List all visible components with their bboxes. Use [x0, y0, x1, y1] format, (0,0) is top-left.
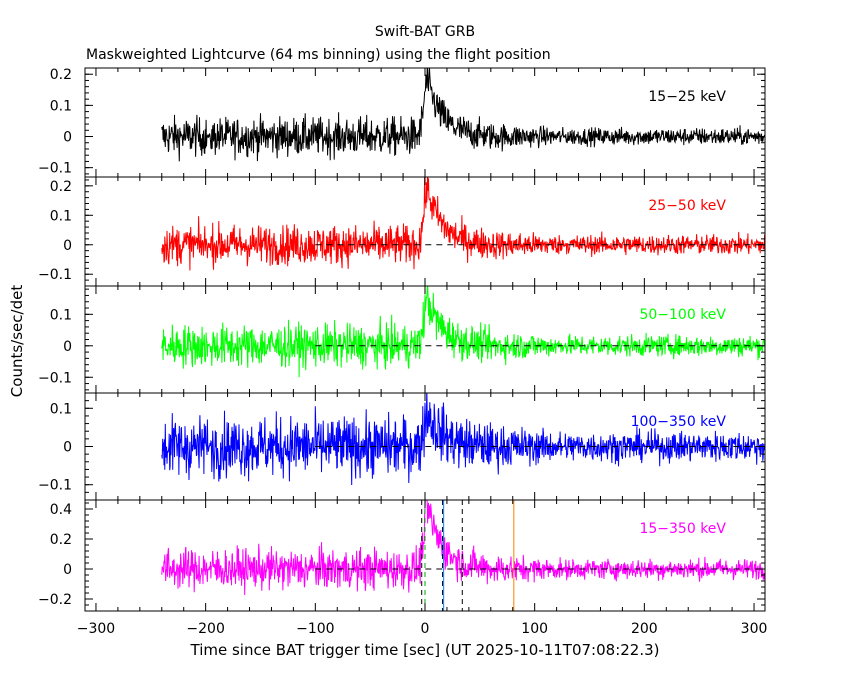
y-tick-label: 0.2: [50, 179, 72, 195]
x-tick-label: −300: [77, 621, 115, 637]
x-tick-labels: −300 −200 −100 0 100 200 300: [77, 621, 768, 637]
y-tick-label: 0: [63, 562, 72, 578]
x-tick-label: 0: [421, 621, 430, 637]
band-label: 15−350 keV: [639, 521, 726, 537]
y-tick-label: 0.1: [50, 401, 72, 417]
panel-2: −0.1 0 0.1 50−100 keV: [38, 285, 766, 394]
y-tick-label: −0.1: [38, 478, 72, 494]
band-label: 15−25 keV: [648, 89, 726, 105]
series-line: [161, 177, 765, 271]
y-tick-label: 0.2: [50, 532, 72, 548]
y-tick-label: 0: [63, 238, 72, 254]
series-line: [161, 68, 765, 162]
panel-4: −0.2 0 0.2 0.4 15−350 keV: [38, 499, 766, 612]
y-tick-label: 0: [63, 440, 72, 456]
chart-title: Swift-BAT GRB: [375, 24, 475, 40]
y-tick-label: 0: [63, 339, 72, 355]
y-tick-label: −0.1: [38, 161, 72, 177]
band-label: 100−350 keV: [631, 414, 727, 430]
series-line: [161, 393, 765, 486]
panel-stack: −0.1 0 0.1 0.2 15−25 keV −0.1 0 0.1 0.2 25−50 keV…: [38, 67, 768, 637]
y-tick-label: 0.1: [50, 208, 72, 224]
x-tick-label: −200: [186, 621, 224, 637]
y-tick-label: −0.2: [38, 592, 72, 608]
y-axis-label: Counts/sec/det: [8, 285, 26, 398]
y-tick-label: 0.1: [50, 98, 72, 114]
x-axis-label: Time since BAT trigger time [sec] (UT 20…: [190, 641, 660, 659]
x-tick-label: 200: [631, 621, 658, 637]
y-tick-label: 0.2: [50, 67, 72, 83]
y-tick-label: 0: [63, 130, 72, 146]
y-tick-label: 0.4: [50, 502, 72, 518]
panel-3: −0.1 0 0.1 100−350 keV: [38, 392, 766, 501]
x-tick-label: −100: [296, 621, 334, 637]
x-tick-label: 100: [521, 621, 548, 637]
chart-subtitle: Maskweighted Lightcurve (64 ms binning) …: [86, 47, 551, 63]
x-tick-label: 300: [741, 621, 768, 637]
band-label: 50−100 keV: [639, 307, 726, 323]
y-tick-label: −0.1: [38, 370, 72, 386]
panel-0: −0.1 0 0.1 0.2 15−25 keV: [38, 67, 766, 178]
panel-frame: [84, 67, 766, 178]
series-line: [161, 286, 765, 378]
y-tick-label: −0.1: [38, 267, 72, 283]
y-tick-label: 0.1: [50, 307, 72, 323]
panel-1: −0.1 0 0.1 0.2 25−50 keV: [38, 176, 766, 287]
band-label: 25−50 keV: [648, 198, 726, 214]
series-line: [161, 500, 765, 596]
